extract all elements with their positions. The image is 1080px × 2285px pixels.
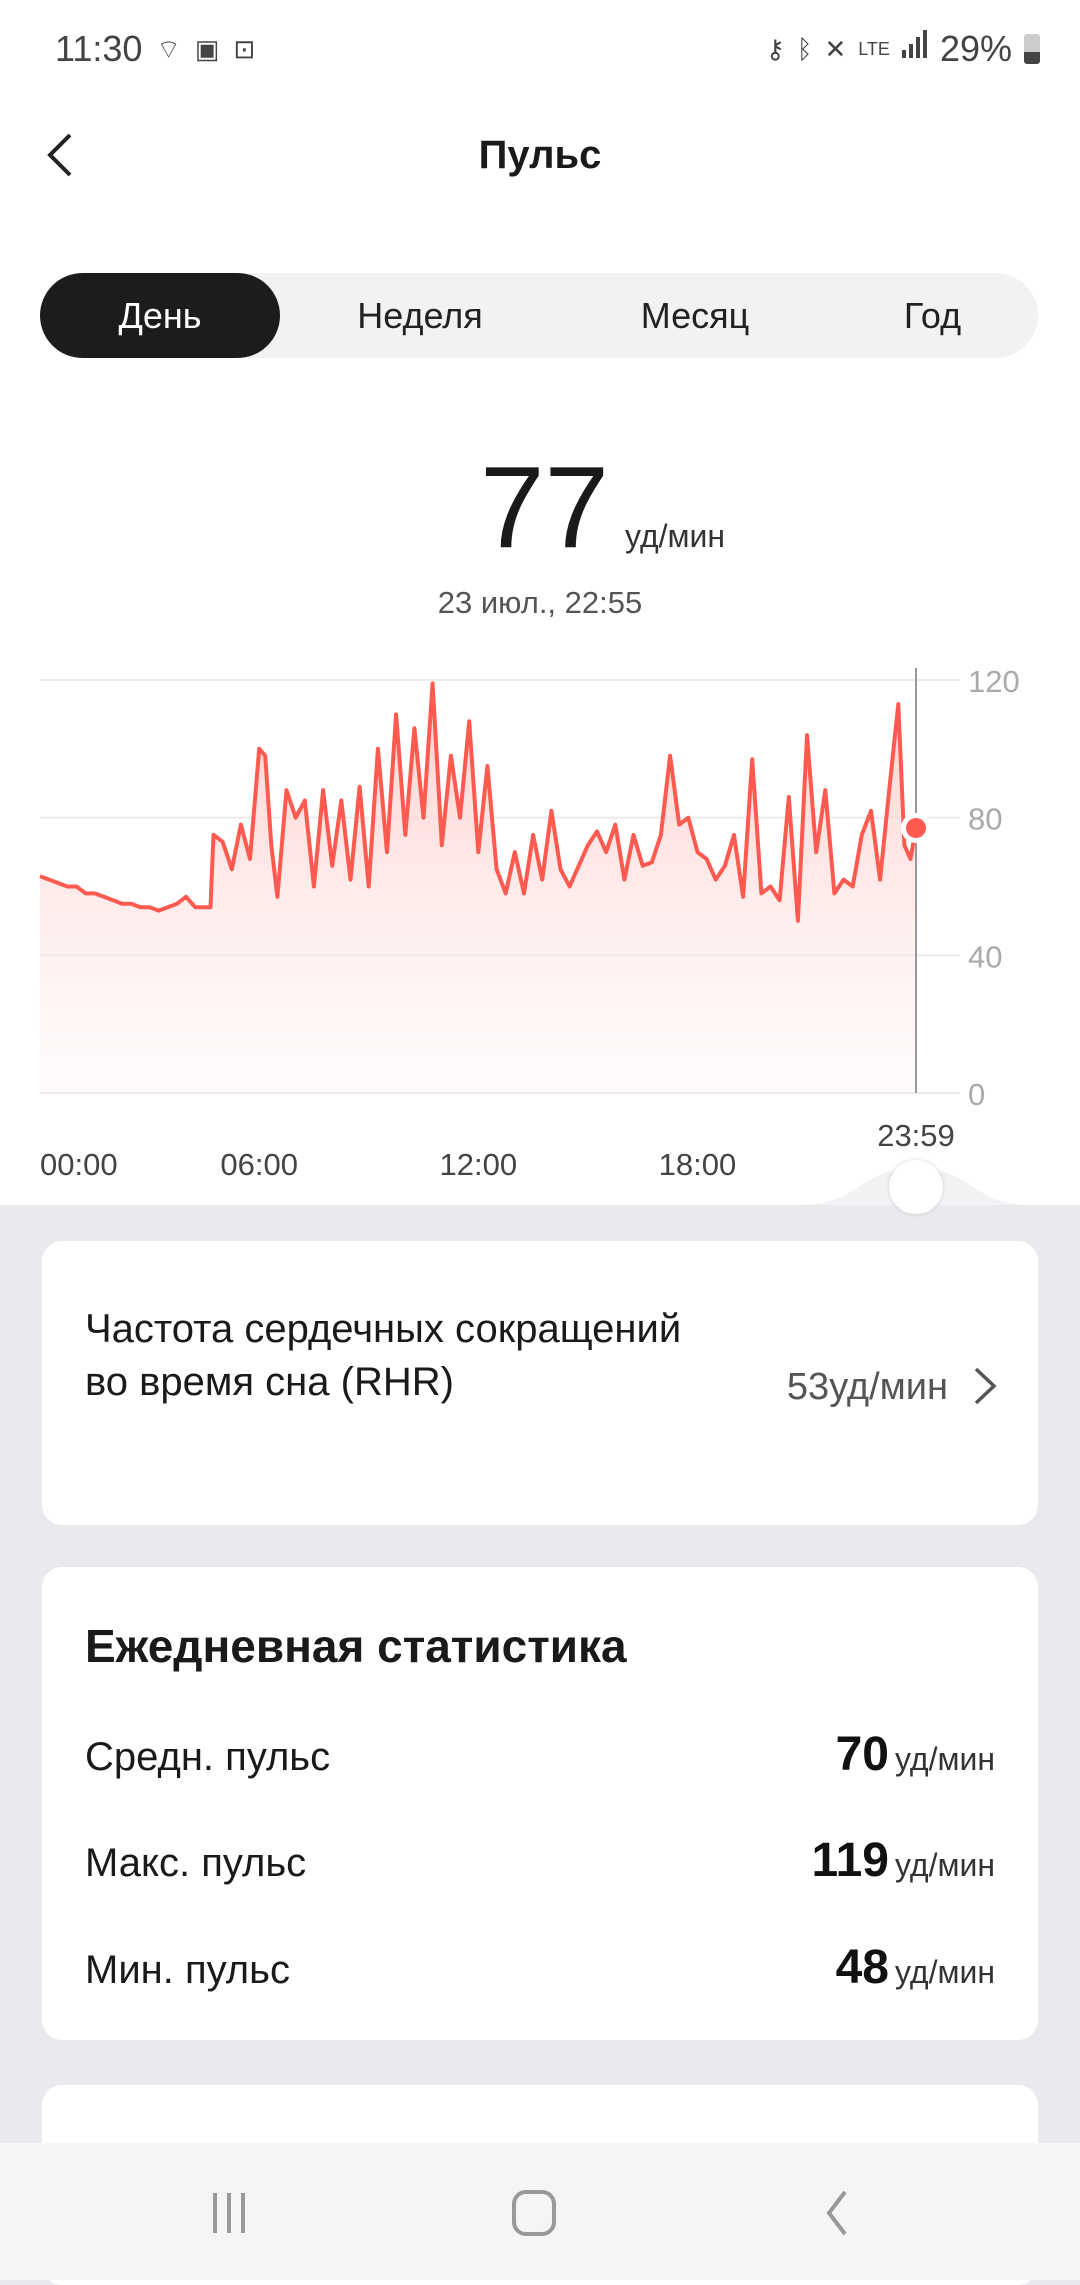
avg-row: Средн. пульс 70 уд/мин (85, 1727, 995, 1787)
lte-icon: LTE (858, 39, 890, 59)
rhr-label: Частота сердечных сокращений во время сн… (85, 1307, 682, 1404)
navigation-bar (0, 2143, 1080, 2280)
tab-week[interactable]: Неделя (357, 295, 483, 336)
rhr-card[interactable]: Частота сердечных сокращений во время сн… (42, 1241, 1038, 1525)
y-tick-label: 120 (968, 664, 1020, 699)
period-tabs: День Неделя Месяц Год (40, 273, 1038, 358)
mute-icon: ✕ (824, 34, 847, 64)
daily-stats-card: Ежедневная статистика Средн. пульс 70 уд/м… (42, 1567, 1038, 2040)
cursor-time-label: 23:59 (877, 1118, 955, 1153)
max-value: 119 (811, 1834, 889, 1887)
bluetooth-icon: ᛒ (796, 34, 813, 64)
main-panel: 11:30 ⌔ ▣ ⊡ ⚷ ᛒ ✕ LTE 29% Пульс День Нед… (0, 0, 1080, 1214)
avg-label: Средн. пульс (85, 1735, 331, 1779)
avg-value: 70 (835, 1728, 889, 1781)
page-title: Пульс (478, 133, 602, 177)
cursor-dot (906, 817, 926, 838)
area-fill (40, 683, 916, 1093)
tab-month[interactable]: Месяц (640, 295, 750, 336)
status-time: 11:30 (55, 28, 143, 69)
daily-stats-title: Ежедневная статистика (85, 1620, 627, 1672)
back-button[interactable] (40, 125, 90, 185)
y-tick-label: 40 (968, 939, 1002, 974)
signal-icon (901, 29, 928, 69)
status-bar: 11:30 ⌔ ▣ ⊡ ⚷ ᛒ ✕ LTE 29% (0, 0, 1080, 100)
chevron-left-icon (47, 133, 72, 177)
x-tick-label: 06:00 (220, 1147, 298, 1182)
battery-level: 29% (939, 28, 1012, 69)
y-tick-label: 80 (968, 802, 1002, 837)
gallery-icon: ▣ (194, 34, 220, 64)
unit: уд/мин (894, 1954, 995, 1990)
tab-year[interactable]: Год (903, 295, 962, 336)
x-tick-label: 12:00 (440, 1147, 518, 1182)
min-value: 48 (835, 1941, 889, 1994)
vpn-key-icon: ⚷ (765, 34, 785, 64)
rhr-value: 53уд/мин (786, 1366, 948, 1408)
x-tick-label: 00:00 (40, 1147, 118, 1182)
chevron-right-icon (974, 1367, 997, 1405)
x-tick-label: 18:00 (659, 1147, 737, 1182)
heart-rate-line (39, 681, 918, 923)
recent-apps-icon[interactable] (205, 2188, 255, 2238)
max-label: Макс. пульс (85, 1841, 307, 1885)
heart-rate-chart[interactable]: 120 80 40 0 00:00 06:00 12:00 18:00 23:59 (0, 660, 1080, 1205)
min-row: Мин. пульс 48 уд/мин (85, 1940, 995, 2000)
home-icon[interactable] (510, 2188, 560, 2238)
current-value: 77 (480, 442, 610, 572)
time-slider-handle[interactable] (889, 1160, 943, 1214)
current-unit: уд/мин (625, 518, 726, 554)
hotspot-lock-icon: ⌔ (156, 34, 181, 64)
tab-day[interactable]: День (40, 273, 280, 358)
battery-icon (1024, 34, 1040, 64)
y-tick-label: 0 (968, 1077, 985, 1112)
unit: уд/мин (894, 1741, 995, 1777)
back-nav-icon[interactable] (815, 2188, 855, 2238)
max-row: Макс. пульс 119 уд/мин (85, 1833, 995, 1893)
min-label: Мин. пульс (85, 1948, 290, 1992)
lock-icon: ⊡ (233, 34, 256, 64)
unit: уд/мин (894, 1847, 995, 1883)
current-datetime: 23 июл., 22:55 (437, 585, 643, 620)
